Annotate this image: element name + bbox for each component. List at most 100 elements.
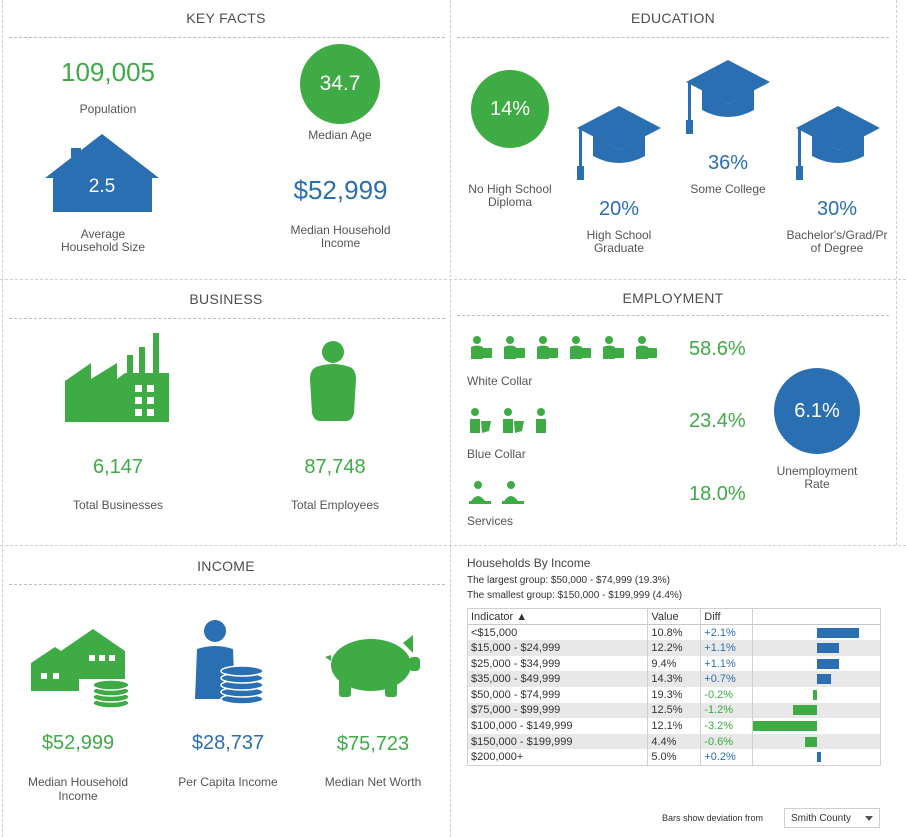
smallest-group-text: The smallest group: $150,000 - $199,999 … bbox=[467, 590, 683, 601]
population-value: 109,005 bbox=[61, 57, 155, 87]
deviation-bar bbox=[817, 642, 840, 653]
bachelor-label-1: Bachelor's/Grad/Pr bbox=[786, 228, 888, 242]
median-age-value: 34.7 bbox=[319, 72, 361, 95]
bachelor-label-2: of Degree bbox=[810, 241, 864, 255]
row-indicator: <$15,000 bbox=[468, 624, 649, 641]
row-indicator: $35,000 - $49,999 bbox=[468, 671, 649, 687]
row-indicator: $25,000 - $34,999 bbox=[468, 655, 649, 672]
table-row: $15,000 - $24,999 12.2% +1.1% bbox=[468, 640, 881, 656]
row-bar-cell bbox=[752, 702, 881, 719]
net-worth-label: Median Net Worth bbox=[324, 775, 422, 789]
deviation-bar bbox=[813, 689, 818, 700]
blue-collar-label: Blue Collar bbox=[467, 447, 526, 461]
house-icon bbox=[45, 134, 159, 212]
row-bar-cell bbox=[752, 749, 881, 765]
deviation-footer-label: Bars show deviation from bbox=[662, 813, 764, 823]
row-bar-cell bbox=[752, 718, 881, 734]
deviation-bar bbox=[753, 720, 818, 731]
row-value: 5.0% bbox=[647, 749, 702, 765]
services-label: Services bbox=[467, 514, 514, 528]
employment-rule bbox=[457, 315, 889, 316]
chevron-down-icon bbox=[865, 816, 873, 821]
row-value: 14.3% bbox=[647, 671, 702, 687]
deviation-bar bbox=[793, 705, 818, 716]
blue-collar-value: 23.4% bbox=[689, 410, 746, 432]
total-employees-label: Total Employees bbox=[290, 498, 380, 512]
person-icon bbox=[310, 341, 356, 421]
column-divider bbox=[450, 0, 451, 837]
income-median-household-value: $52,999 bbox=[41, 732, 115, 754]
no-high-school-label-2: Diploma bbox=[487, 195, 532, 209]
table-row: $50,000 - $74,999 19.3% -0.2% bbox=[468, 686, 881, 703]
row-diff: +0.7% bbox=[700, 671, 754, 687]
income-title: INCOME bbox=[197, 558, 255, 574]
white-collar-icons bbox=[469, 335, 684, 366]
net-worth-value: $75,723 bbox=[336, 733, 410, 755]
compare-area-value: Smith County bbox=[791, 813, 852, 824]
table-row: $25,000 - $34,999 9.4% +1.1% bbox=[468, 655, 881, 672]
income-table-wrapper: Indicator ▲ Value Diff <$15,000 10.8% +2… bbox=[467, 608, 881, 766]
right-edge-divider bbox=[896, 0, 897, 545]
some-college-value: 36% bbox=[707, 152, 749, 174]
indicator-column-header[interactable]: Indicator ▲ bbox=[468, 609, 649, 626]
deviation-bar bbox=[817, 658, 840, 669]
compare-area-select[interactable]: Smith County bbox=[784, 808, 880, 828]
high-school-label-1: High School bbox=[586, 228, 652, 242]
no-high-school-circle: 14% bbox=[471, 70, 549, 148]
table-row: <$15,000 10.8% +2.1% bbox=[468, 624, 881, 641]
deviation-bar bbox=[805, 736, 818, 747]
deviation-bar bbox=[817, 752, 822, 763]
business-title: BUSINESS bbox=[189, 291, 263, 307]
graduation-cap-icon bbox=[686, 60, 770, 134]
household-size-label-1: Average bbox=[80, 227, 126, 241]
high-school-value: 20% bbox=[598, 198, 640, 220]
bar-column-header bbox=[752, 609, 881, 626]
unemployment-circle: 6.1% bbox=[774, 368, 860, 454]
table-row: $100,000 - $149,999 12.1% -3.2% bbox=[468, 718, 881, 734]
education-rule bbox=[457, 37, 889, 38]
unemployment-value: 6.1% bbox=[794, 399, 840, 422]
row-diff: -3.2% bbox=[700, 718, 754, 734]
deviation-bar bbox=[817, 674, 832, 685]
income-median-household-label-1: Median Household bbox=[27, 775, 129, 789]
services-value: 18.0% bbox=[689, 483, 746, 505]
household-size-value: 2.5 bbox=[88, 176, 116, 197]
employment-title: EMPLOYMENT bbox=[622, 290, 724, 306]
diff-column-header[interactable]: Diff bbox=[700, 609, 754, 626]
education-panel: EDUCATION 14% No High School Diploma 20%… bbox=[451, 0, 895, 278]
services-icons bbox=[469, 479, 529, 510]
total-businesses-value: 6,147 bbox=[92, 456, 144, 478]
table-row: $35,000 - $49,999 14.3% +0.7% bbox=[468, 671, 881, 687]
table-row: $75,000 - $99,999 12.5% -1.2% bbox=[468, 702, 881, 719]
median-income-label-1: Median Household bbox=[290, 223, 391, 237]
deviation-bar bbox=[817, 627, 860, 638]
some-college-label: Some College bbox=[690, 182, 766, 196]
per-capita-income-value: $28,737 bbox=[191, 732, 265, 754]
graduation-cap-icon bbox=[796, 106, 880, 180]
bachelor-value: 30% bbox=[816, 198, 858, 220]
total-employees-value: 87,748 bbox=[304, 456, 366, 478]
table-row: $200,000+ 5.0% +0.2% bbox=[468, 749, 881, 765]
row-bar-cell bbox=[752, 686, 881, 703]
row-diff: +1.1% bbox=[700, 640, 754, 656]
row-diff: +1.1% bbox=[700, 655, 754, 672]
white-collar-value: 58.6% bbox=[689, 338, 746, 360]
value-column-header[interactable]: Value bbox=[647, 609, 702, 626]
row-value: 10.8% bbox=[647, 624, 702, 641]
largest-group-text: The largest group: $50,000 - $74,999 (19… bbox=[467, 575, 670, 586]
row-diff: +0.2% bbox=[700, 749, 754, 765]
median-age-label: Median Age bbox=[308, 128, 372, 142]
row-divider-2 bbox=[0, 545, 906, 546]
person-coins-icon bbox=[195, 620, 264, 705]
row-bar-cell bbox=[752, 624, 881, 641]
row-bar-cell bbox=[752, 655, 881, 672]
table-row: $150,000 - $199,999 4.4% -0.6% bbox=[468, 733, 881, 750]
median-income-value: $52,999 bbox=[293, 175, 388, 205]
row-diff: -0.2% bbox=[700, 686, 754, 703]
graduation-cap-icon bbox=[577, 106, 661, 180]
piggy-bank-icon bbox=[325, 633, 420, 697]
key-facts-panel: KEY FACTS 109,005 Population 34.7 Median… bbox=[3, 0, 449, 278]
education-title: EDUCATION bbox=[630, 10, 716, 26]
row-diff: +2.1% bbox=[700, 624, 754, 641]
row-value: 9.4% bbox=[647, 655, 702, 672]
